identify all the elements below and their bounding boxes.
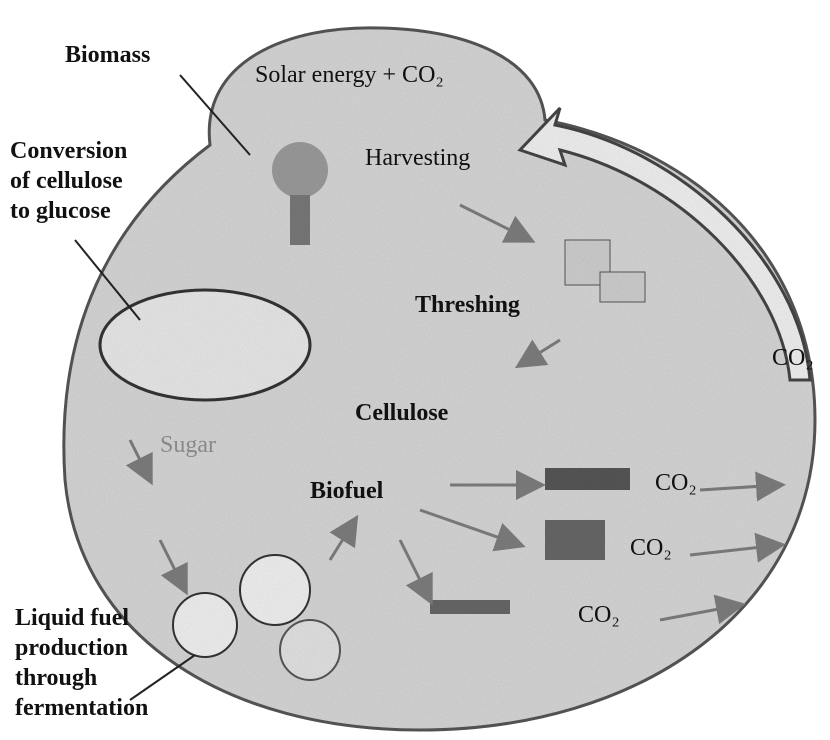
node-label: CO₂ [630, 535, 672, 561]
node-label: Threshing [415, 292, 520, 318]
label-line: Liquid fuel [15, 605, 129, 631]
label-line: production [15, 635, 128, 661]
label-line: Solar energy + CO₂ [255, 62, 444, 88]
microbe-circle [280, 620, 340, 680]
label-line: to glucose [10, 198, 111, 224]
microbe-circle [240, 555, 310, 625]
bale [600, 272, 645, 302]
vehicle [430, 600, 510, 614]
label-line: CO₂ [772, 345, 814, 371]
label-line: of cellulose [10, 168, 123, 194]
label-line: Threshing [415, 292, 520, 318]
label-line: Harvesting [365, 145, 470, 171]
label-line: fermentation [15, 695, 148, 721]
node-label: Biofuel [310, 478, 384, 504]
node-label: Biomass [65, 42, 150, 68]
label-line: Conversion [10, 138, 127, 164]
node-label: Sugar [160, 432, 216, 458]
node-label: CO₂ [655, 470, 697, 496]
node-label: Cellulose [355, 400, 449, 426]
label-line: Biofuel [310, 478, 384, 504]
label-line: Biomass [65, 42, 150, 68]
node-label: Conversion of cellulose to glucose [10, 138, 127, 224]
node-label: Harvesting [365, 145, 470, 171]
microbe-circle [173, 593, 237, 657]
vehicle [545, 520, 605, 560]
label-line: CO₂ [578, 602, 620, 628]
label-line: Cellulose [355, 400, 449, 426]
tree-trunk [290, 195, 310, 245]
label-line: through [15, 665, 97, 691]
node-label: Solar energy + CO₂ [255, 62, 444, 88]
label-line: CO₂ [655, 470, 697, 496]
tree [272, 142, 328, 198]
label-line: CO₂ [630, 535, 672, 561]
label-line: Sugar [160, 432, 216, 458]
factory-ellipse [100, 290, 310, 400]
diagram: Biomass Solar energy + CO₂ Conversion of ce… [0, 0, 830, 740]
node-label: CO₂ [578, 602, 620, 628]
vehicle [545, 468, 630, 490]
node-label: CO₂ [772, 345, 814, 371]
